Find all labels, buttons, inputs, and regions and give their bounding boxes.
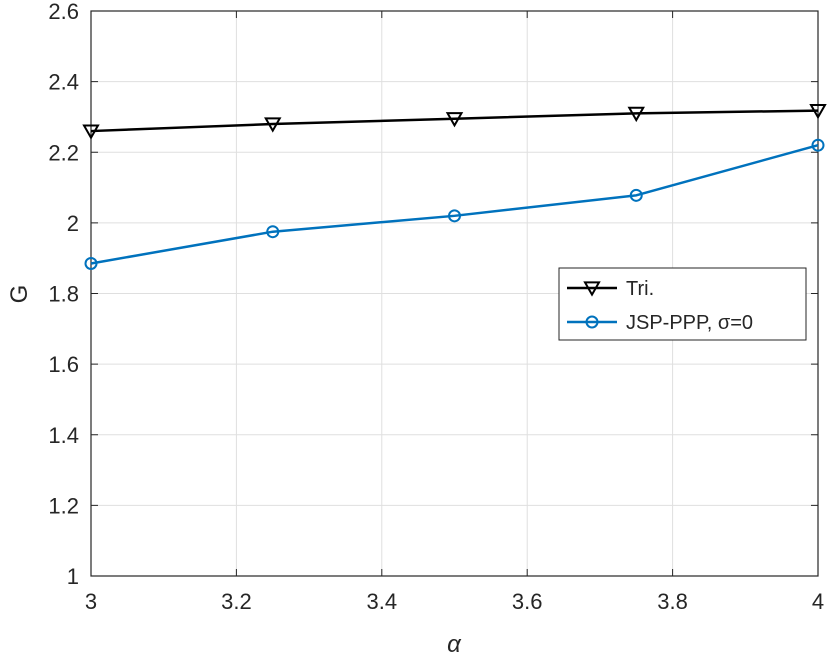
legend-entry-tri: Tri. — [567, 278, 654, 300]
y-axis: 1 1.2 1.4 1.6 1.8 2 2.2 2.4 2.6 — [48, 0, 818, 589]
y-tick-label: 1.4 — [48, 423, 79, 448]
y-tick-label: 1.8 — [48, 282, 79, 307]
legend-entry-jsp-ppp: JSP-PPP, σ=0 — [567, 312, 753, 334]
data-point — [266, 225, 280, 239]
legend-marker-jsp-ppp — [585, 315, 599, 329]
y-tick-label: 1 — [67, 564, 79, 589]
data-point — [84, 256, 98, 270]
data-point — [82, 124, 100, 140]
y-tick-label: 2 — [67, 211, 79, 236]
y-axis-label: G — [6, 285, 33, 304]
x-axis-label: α — [447, 631, 462, 658]
data-point — [264, 117, 282, 133]
y-tick-label: 1.6 — [48, 352, 79, 377]
y-tick-label: 2.6 — [48, 0, 79, 24]
series-0 — [82, 103, 827, 140]
series-line — [90, 109, 819, 133]
x-tick-label: 3.4 — [367, 589, 398, 614]
data-point — [627, 106, 645, 123]
x-tick-label: 4 — [812, 589, 824, 614]
legend-marker-tri — [583, 281, 601, 297]
y-tick-label: 2.4 — [48, 70, 79, 95]
x-tick-label: 3.6 — [512, 589, 543, 614]
data-point — [448, 209, 461, 223]
x-axis: 3 3.2 3.4 3.6 3.8 4 — [85, 11, 824, 614]
series-1 — [84, 138, 825, 270]
x-tick-label: 3.2 — [221, 589, 252, 614]
legend-box — [558, 267, 807, 341]
data-point — [811, 138, 825, 152]
data-point — [629, 188, 643, 202]
y-tick-label: 1.2 — [48, 493, 79, 518]
legend-label-jsp-ppp: JSP-PPP, σ=0 — [626, 312, 753, 334]
series-layer — [82, 103, 827, 270]
legend: Tri. JSP-PPP, σ=0 — [558, 267, 807, 341]
data-point — [445, 112, 464, 128]
x-tick-label: 3.8 — [657, 589, 688, 614]
x-tick-label: 3 — [85, 589, 97, 614]
data-point — [809, 103, 827, 120]
legend-label-tri: Tri. — [626, 278, 654, 300]
series-line — [90, 143, 819, 265]
y-tick-label: 2.2 — [48, 140, 79, 165]
